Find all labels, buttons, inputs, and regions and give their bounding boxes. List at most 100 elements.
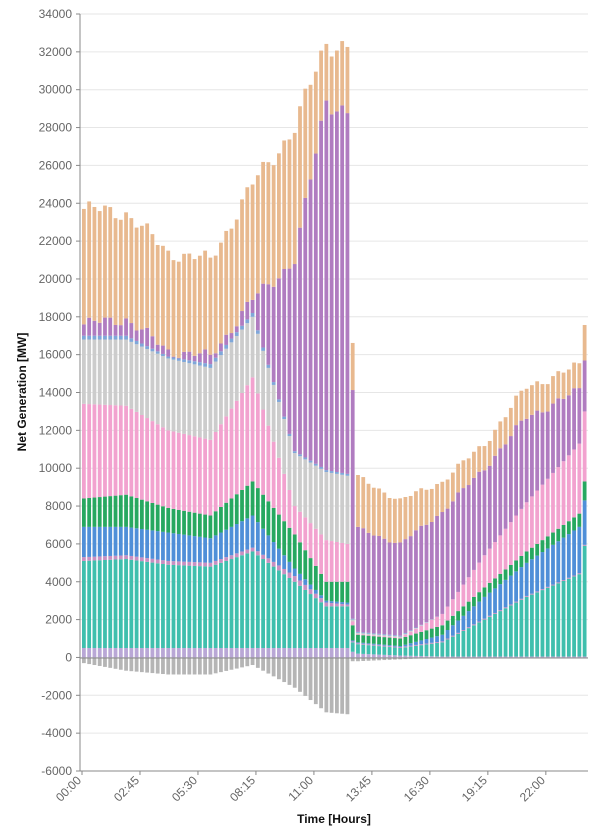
bar-segment-series-9 [387,542,392,635]
bar-segment-series-3 [329,603,334,607]
bar-segment-series-2 [419,645,424,657]
bar-segment-series-10 [403,497,408,540]
bar-segment-series-2 [361,644,366,654]
bar-segment-series-6 [155,424,160,505]
bar-segment-series-10 [224,230,229,335]
bar-segment-series-2 [292,581,297,648]
bar-segment-series-8 [414,627,418,629]
bar-segment-series-8 [182,359,186,362]
bar-segment-series-9 [551,403,555,473]
bar-segment-series-8 [282,416,287,419]
bar-segment-series-8 [303,457,308,460]
bar-segment-series-2 [350,642,355,652]
bar-segment-series-5 [450,615,455,626]
bar-segment-series-10 [187,253,192,352]
bar-segment-series-7 [187,363,192,436]
bar-segment-series-6 [313,528,318,566]
bar-segment-series-8 [287,433,292,437]
bar-segment-series-9 [87,317,92,336]
bar-segment-series-1 [498,656,503,658]
bar-segment-series-2 [445,639,450,657]
bar-segment-series-3 [514,601,518,603]
bar-segment-series-1 [319,647,323,658]
bar-segment-series-7 [382,635,387,637]
bar-segment-series-8 [213,357,218,362]
y-tick-label: 0 [65,650,72,664]
x-tick-labels: 00:00 02:45 05:30 08:15 11:00 13:45 16:30 19:15… [53,771,548,804]
bar-segment-series-3 [266,558,271,563]
bar-segment-series-4 [308,584,313,590]
bar-segment-series-9 [103,317,107,336]
bar-segment-series-10 [361,477,366,529]
bar-segment-series-2 [150,562,155,648]
bar-segment-series-6 [282,473,287,522]
bar-segment-series-9 [124,318,128,336]
bar-segment-series-2 [503,608,508,657]
bar-segment-series-1 [234,647,239,658]
bar-segment-series-7 [292,453,297,507]
bar-segment-series-8 [82,335,86,340]
bar-segment-series-10 [545,384,550,412]
bar-segment-series-5 [482,587,487,597]
bar-segment-series-4 [519,567,524,599]
bar-segment-series-2 [92,560,97,648]
bar-segment-series-9 [545,411,550,479]
bar-segment-negative [387,657,392,660]
bar-segment-series-2 [329,606,334,648]
bar-segment-series-7 [271,384,276,442]
bar-segment-series-9 [408,536,413,631]
bar-segment-series-10 [298,106,302,228]
bar-segment-series-2 [229,559,234,648]
bar-segment-negative [319,657,323,709]
bar-segment-series-9 [277,278,281,400]
bar-segment-series-6 [382,636,387,638]
y-tick-label: 26000 [39,158,73,172]
bar-segment-series-9 [493,455,497,543]
bar-segment-series-1 [92,647,97,658]
bar-segment-series-6 [424,622,429,631]
bar-segment-series-5 [577,513,582,527]
bar-segment-series-1 [129,647,134,658]
bar-segment-negative [335,657,339,714]
bar-segment-series-10 [514,395,518,426]
bar-segment-series-3 [108,555,113,560]
bar-segment-series-6 [408,631,413,636]
bar-segment-series-4 [266,535,271,559]
bar-segment-negative [182,657,186,675]
bar-segment-series-1 [350,651,355,658]
bar-segment-series-3 [87,556,92,561]
bar-segment-series-9 [82,324,86,336]
bar-segment-series-9 [108,317,113,336]
bar-segment-series-1 [203,647,208,658]
bar-segment-series-3 [524,595,529,597]
bar-segment-series-1 [535,656,540,658]
bar-segment-series-4 [466,611,471,628]
y-tick-label: 12000 [39,423,73,437]
bar-segment-series-6 [377,635,381,637]
bar-segment-series-3 [566,577,571,579]
bar-segment-series-4 [166,532,171,561]
bar-segment-series-4 [150,530,155,559]
bar-segment-series-2 [387,647,392,656]
bar-segment-series-1 [371,654,376,658]
bar-segment-series-7 [113,339,118,406]
bar-segment-series-10 [477,446,482,472]
bar-segment-series-7 [166,358,171,431]
bar-segment-series-4 [556,541,561,583]
bar-segment-series-6 [118,405,123,496]
bar-segment-negative [250,657,255,666]
bar-segment-negative [266,657,271,674]
bar-segment-series-10 [219,242,223,344]
bar-segment-series-2 [187,565,192,648]
bar-segment-series-2 [255,555,260,648]
bar-segment-series-3 [387,646,392,648]
bar-segment-negative [129,657,134,672]
bar-segment-series-1 [150,647,155,658]
bar-segment-series-3 [482,618,487,620]
bar-segment-series-7 [203,366,208,439]
bar-segment-series-9 [524,418,529,503]
bar-segment-series-2 [582,545,587,657]
bar-segment-series-3 [103,556,107,560]
bar-segment-series-6 [245,385,250,486]
bar-segment-series-7 [287,436,292,490]
